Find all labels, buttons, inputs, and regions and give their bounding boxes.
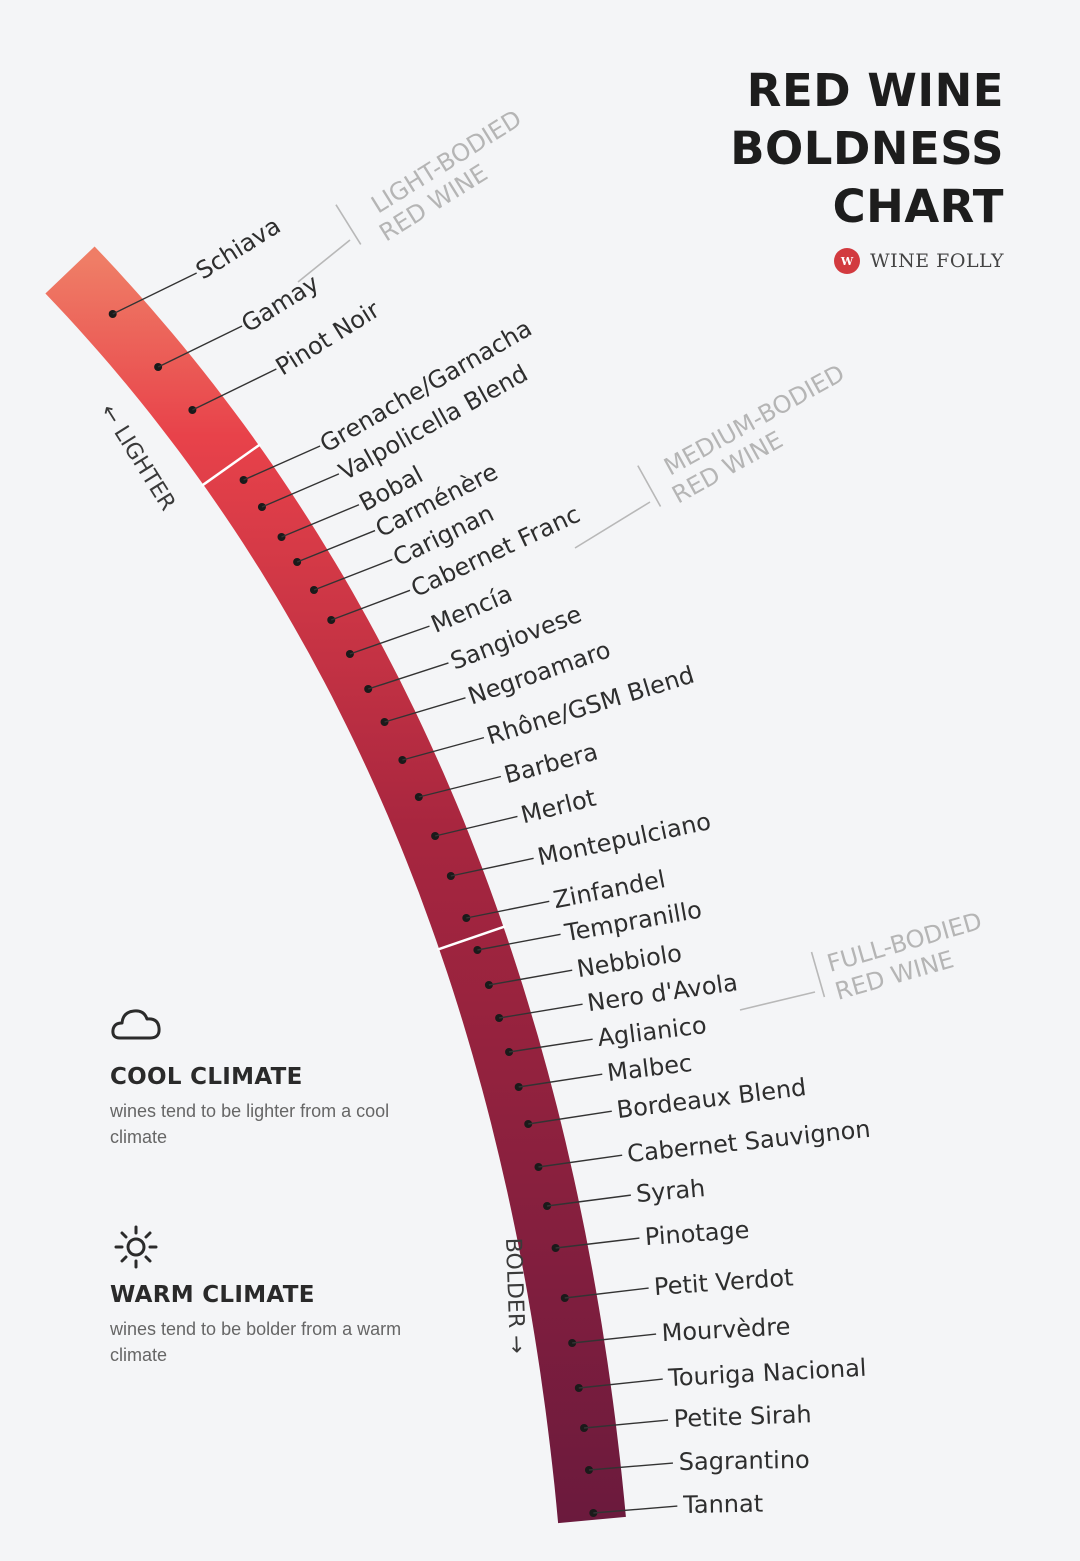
brand-name: WINE FOLLY <box>870 250 1004 272</box>
wine-leader <box>331 589 411 621</box>
group-bracket <box>810 951 826 998</box>
wine-label-merlot: Merlot <box>518 784 599 830</box>
wine-folly-logo-icon: W <box>834 248 861 274</box>
wine-leader <box>555 1237 640 1249</box>
wine-label-tannat: Tannat <box>682 1490 763 1519</box>
wine-leader <box>572 1333 657 1344</box>
wine-leader <box>450 857 534 877</box>
group-bracket <box>335 204 362 245</box>
wine-leader <box>243 445 321 481</box>
cool-climate-description: wines tend to be lighter from a cool cli… <box>110 1101 390 1147</box>
wine-leader <box>112 272 197 315</box>
warm-climate-description: wines tend to be bolder from a warm clim… <box>110 1319 402 1365</box>
wine-leader <box>349 625 430 655</box>
wine-label-nebbiolo: Nebbiolo <box>575 939 684 983</box>
wine-label-mourvedre: Mourvèdre <box>661 1312 791 1347</box>
warm-climate-legend: WARM CLIMATE wines tend to be bolder fro… <box>110 1224 440 1368</box>
group-leader <box>574 501 651 549</box>
wine-leader <box>538 1154 623 1168</box>
wine-label-malbec: Malbec <box>606 1049 694 1087</box>
chart-title: RED WINE BOLDNESS CHART <box>730 62 1004 236</box>
wine-leader <box>488 969 573 986</box>
cloud-icon <box>111 1009 161 1040</box>
group-leader <box>297 239 351 283</box>
wine-leader <box>157 325 243 368</box>
group-divider <box>436 925 506 951</box>
wine-label-barbera: Barbera <box>501 738 601 790</box>
wine-leader <box>588 1462 674 1471</box>
wine-leader <box>508 1038 593 1053</box>
title-line-3: CHART <box>832 180 1004 233</box>
wine-leader <box>281 504 360 538</box>
wine-leader <box>313 558 393 591</box>
bolder-direction-label: BOLDER → <box>500 1237 529 1354</box>
wine-leader <box>546 1194 631 1207</box>
wine-label-touriga-nacional: Touriga Nacional <box>667 1354 868 1392</box>
wine-leader <box>593 1505 678 1514</box>
wine-leader <box>528 1110 612 1125</box>
wine-label-syrah: Syrah <box>635 1174 706 1208</box>
sun-icon <box>114 1225 158 1269</box>
wine-leader <box>499 1003 583 1019</box>
wine-leader <box>418 775 502 798</box>
wine-leader <box>578 1378 663 1389</box>
wine-leader <box>477 933 561 951</box>
wine-leader <box>466 900 550 919</box>
wine-label-gamay: Gamay <box>236 269 323 338</box>
group-divider <box>200 443 262 487</box>
wine-label-schiava: Schiava <box>191 212 286 286</box>
wine-leader <box>261 473 340 508</box>
wine-label-pinotage: Pinotage <box>644 1216 750 1251</box>
wine-leader <box>367 662 449 690</box>
wine-label-cabernet-sauvignon: Cabernet Sauvignon <box>626 1115 872 1168</box>
warm-climate-title: WARM CLIMATE <box>110 1282 315 1308</box>
title-line-1: RED WINE <box>746 64 1004 117</box>
boldness-band <box>45 246 626 1524</box>
title-line-2: BOLDNESS <box>730 122 1004 175</box>
wine-leader <box>564 1287 649 1299</box>
wine-leader <box>384 697 466 723</box>
cool-climate-title: COOL CLIMATE <box>110 1064 303 1090</box>
wine-leader <box>296 529 376 563</box>
wine-label-petite-sirah: Petite Sirah <box>673 1400 812 1433</box>
group-leader <box>739 991 816 1011</box>
wine-label-aglianico: Aglianico <box>596 1011 708 1052</box>
wine-leader <box>518 1073 603 1088</box>
wine-leader <box>583 1419 669 1429</box>
brand: W WINE FOLLY <box>834 248 1004 274</box>
wine-label-petit-verdot: Petit Verdot <box>653 1263 794 1301</box>
cool-climate-legend: COOL CLIMATE wines tend to be lighter fr… <box>110 1000 440 1150</box>
wine-leader <box>192 368 277 411</box>
group-bracket <box>637 465 662 507</box>
wine-label-sagrantino: Sagrantino <box>679 1446 810 1476</box>
wine-leader <box>434 815 518 837</box>
wine-leader <box>402 736 485 761</box>
